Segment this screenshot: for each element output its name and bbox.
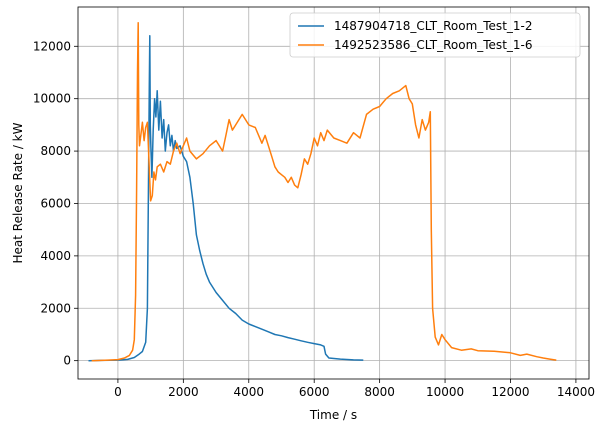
- y-tick-label: 12000: [33, 39, 71, 53]
- y-axis-label: Heat Release Rate / kW: [11, 122, 25, 263]
- x-tick-label: 6000: [299, 385, 330, 399]
- y-tick-label: 6000: [40, 196, 71, 210]
- x-tick-label: 4000: [233, 385, 264, 399]
- grid: [78, 7, 589, 379]
- legend-box: [289, 12, 581, 58]
- x-tick-label: 14000: [557, 385, 595, 399]
- legend-label-1: 1487904718_CLT_Room_Test_1-2: [334, 19, 533, 33]
- plot-background: [78, 7, 589, 379]
- legend: 1487904718_CLT_Room_Test_1-2 1492523586_C…: [289, 12, 581, 58]
- axis-ticks: 0 2000 4000 6000 8000 10000 12000 14000 0 2000 400…: [33, 39, 595, 399]
- x-tick-label: 8000: [364, 385, 395, 399]
- series-line-2: [91, 21, 557, 362]
- y-tick-label: 4000: [40, 249, 71, 263]
- plot-frame: [77, 6, 590, 380]
- x-tick-label: 2000: [168, 385, 199, 399]
- x-tick-label: 12000: [491, 385, 529, 399]
- y-tick-label: 10000: [33, 92, 71, 106]
- series-layer: [88, 21, 557, 362]
- legend-label-2: 1492523586_CLT_Room_Test_1-6: [334, 38, 533, 52]
- y-tick-label: 8000: [40, 144, 71, 158]
- x-tick-label: 0: [114, 385, 122, 399]
- x-tick-label: 10000: [426, 385, 464, 399]
- x-axis-label: Time / s: [309, 408, 357, 422]
- y-tick-label: 2000: [40, 301, 71, 315]
- y-tick-label: 0: [63, 354, 71, 368]
